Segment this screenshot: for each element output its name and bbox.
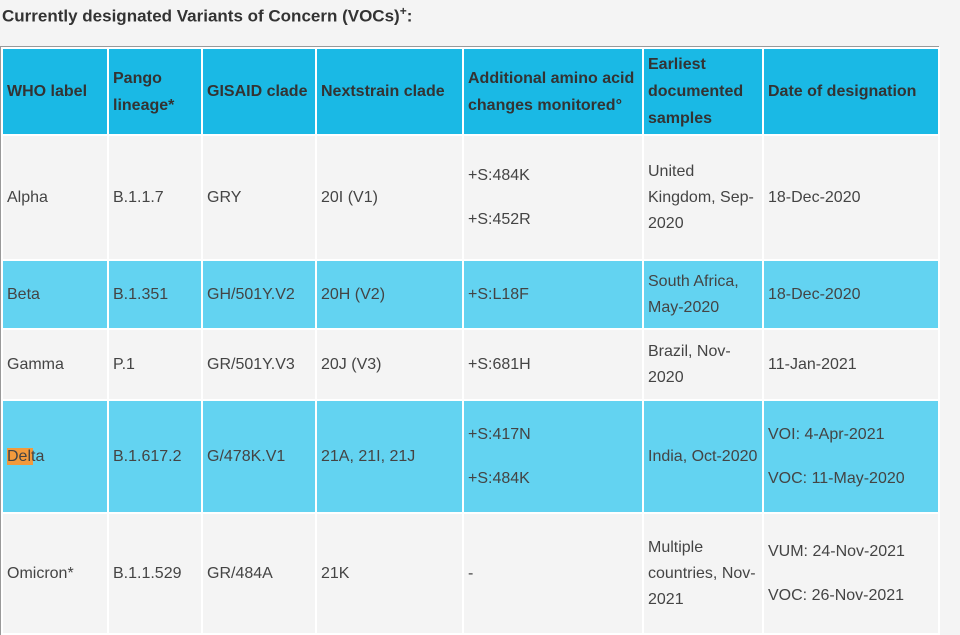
table-body: Alpha B.1.1.7 GRY 20I (V1) +S:484K +S:452R Uni… (1, 134, 940, 635)
header-row: WHO label Pango lineage* GISAID clade Nexts… (1, 47, 940, 136)
header-cell: WHO label (1, 47, 109, 136)
table-cell: GRY (201, 134, 317, 261)
table-cell: Brazil, Nov-2020 (642, 328, 764, 401)
table-cell: - (462, 512, 644, 635)
page: Currently designated Variants of Concern… (0, 4, 940, 635)
header-cell: GISAID clade (201, 47, 317, 136)
table-cell: B.1.1.7 (107, 134, 203, 261)
table-cell: Alpha (1, 134, 109, 261)
table-row: Delta B.1.617.2 G/478K.V1 21A, 21I, 21J +S:4… (1, 399, 940, 514)
table-cell: +S:484K +S:452R (462, 134, 644, 261)
table-cell: 21K (315, 512, 464, 635)
table-cell: VOI: 4-Apr-2021 VOC: 11-May-2020 (762, 399, 940, 514)
table-cell: South Africa, May-2020 (642, 259, 764, 330)
table-cell: 18-Dec-2020 (762, 134, 940, 261)
table-cell: 20H (V2) (315, 259, 464, 330)
header-cell: Earliest documented samples (642, 47, 764, 136)
table-row: Beta B.1.351 GH/501Y.V2 20H (V2) +S:L18F Sout… (1, 259, 940, 330)
page-title: Currently designated Variants of Concern… (2, 4, 412, 27)
table-cell: United Kingdom, Sep-2020 (642, 134, 764, 261)
table-cell: Omicron* (1, 512, 109, 635)
cell-line: VOI: 4-Apr-2021 (768, 425, 885, 443)
table-cell: +S:681H (462, 328, 644, 401)
title-sup: + (399, 4, 407, 18)
table-cell: 11-Jan-2021 (762, 328, 940, 401)
table-cell: B.1.351 (107, 259, 203, 330)
title-end: : (406, 6, 413, 26)
header-cell: Additional amino acid changes monitored° (462, 47, 644, 136)
highlighted-text: Delta (7, 447, 45, 465)
table-cell: GR/484A (201, 512, 317, 635)
voc-table: WHO label Pango lineage* GISAID clade Nexts… (1, 47, 940, 635)
title-text: Currently designated Variants of Concern… (2, 6, 400, 26)
table-cell: P.1 (107, 328, 203, 401)
table-cell: Delta (1, 399, 109, 514)
cell-line: +S:417N (468, 425, 531, 443)
table-cell: B.1.617.2 (107, 399, 203, 514)
cell-line: VOC: 11-May-2020 (768, 469, 905, 487)
table-cell: G/478K.V1 (201, 399, 317, 514)
header-cell: Date of designation (762, 47, 940, 136)
table-cell: Beta (1, 259, 109, 330)
table-cell: 21A, 21I, 21J (315, 399, 464, 514)
table-cell: GH/501Y.V2 (201, 259, 317, 330)
table-cell: B.1.1.529 (107, 512, 203, 635)
table-cell: 20J (V3) (315, 328, 464, 401)
table-cell: +S:417N +S:484K (462, 399, 644, 514)
table-cell: 18-Dec-2020 (762, 259, 940, 330)
cell-line: +S:484K (468, 166, 530, 184)
table-cell: GR/501Y.V3 (201, 328, 317, 401)
table-cell: 20I (V1) (315, 134, 464, 261)
cell-line: +S:484K (468, 469, 530, 487)
cell-line: +S:452R (468, 210, 531, 228)
cell-line: VOC: 26-Nov-2021 (768, 586, 905, 604)
table-cell: Multiple countries, Nov-2021 (642, 512, 764, 635)
header-cell: Pango lineage* (107, 47, 203, 136)
table-row: Gamma P.1 GR/501Y.V3 20J (V3) +S:681H Brazil,… (1, 328, 940, 401)
cell-line: VUM: 24-Nov-2021 (768, 542, 905, 560)
table-frame: WHO label Pango lineage* GISAID clade Nexts… (0, 46, 940, 635)
header-cell: Nextstrain clade (315, 47, 464, 136)
table-row: Alpha B.1.1.7 GRY 20I (V1) +S:484K +S:452R Uni… (1, 134, 940, 261)
table-cell: India, Oct-2020 (642, 399, 764, 514)
table-cell: Gamma (1, 328, 109, 401)
table-cell: VUM: 24-Nov-2021 VOC: 26-Nov-2021 (762, 512, 940, 635)
table-row: Omicron* B.1.1.529 GR/484A 21K - Multiple cou… (1, 512, 940, 635)
table-cell: +S:L18F (462, 259, 644, 330)
